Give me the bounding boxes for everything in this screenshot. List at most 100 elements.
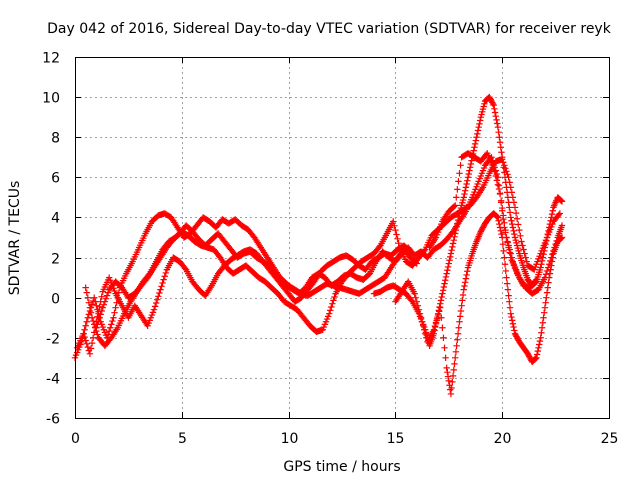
data-point [413,298,420,305]
data-point [506,304,514,311]
series-track-7 [73,242,414,358]
data-point [558,222,566,229]
data-point [550,247,557,255]
data-point [330,297,337,304]
data-point [443,270,450,277]
data-point [543,267,551,275]
data-point [540,251,547,258]
data-point [444,369,451,376]
data-point [394,235,401,243]
data-point [80,330,87,337]
series-track-5 [392,210,566,398]
data-point [500,164,507,171]
data-point [464,177,471,184]
data-point [516,226,523,234]
series-track-1 [71,154,540,362]
data-point [439,324,446,331]
data-point [391,222,398,230]
data-point [505,199,512,206]
data-point [510,323,517,331]
data-point [507,214,514,221]
data-point [437,297,445,304]
data-point [421,247,428,255]
data-point [105,327,113,335]
data-point [103,292,111,299]
data-point [407,248,414,255]
data-point [100,301,108,308]
data-point [503,274,510,281]
data-point [99,304,106,311]
data-point [537,334,544,341]
data-point [107,324,114,331]
data-point [159,279,166,287]
data-point [110,314,117,321]
data-point [491,109,499,116]
data-point [541,304,549,311]
data-point [535,344,542,352]
data-point [417,314,425,321]
data-point [532,355,539,362]
data-point [328,303,335,311]
data-point [443,364,450,372]
data-point [154,296,161,303]
data-point [441,344,448,352]
data-point [497,227,504,235]
data-point [544,230,551,238]
data-point [501,169,508,176]
data-point [557,196,564,204]
data-point [556,210,564,217]
data-point [422,330,429,337]
data-marks [71,93,566,398]
data-point [506,246,513,253]
data-point [473,134,480,141]
data-point [557,235,564,243]
series-track-2 [82,156,564,349]
x-tick-label: 15 [387,431,405,447]
data-point [543,289,551,296]
data-point [412,294,419,301]
data-point [93,302,100,309]
data-point [519,242,526,249]
data-point [521,250,528,257]
data-point [490,101,497,109]
data-point [460,286,467,293]
data-point [82,337,89,344]
data-point [504,238,511,245]
data-point [160,276,167,283]
data-point [150,306,158,313]
data-point [452,354,459,362]
data-point [395,239,402,247]
x-tick-label: 5 [178,431,187,447]
data-point [504,194,512,201]
data-point [538,324,546,331]
data-point [329,300,336,307]
data-point [505,292,512,299]
data-point [522,254,529,261]
data-point [86,350,94,358]
data-point [534,347,541,355]
data-point [158,283,165,290]
data-point [454,216,462,224]
data-point [474,130,481,138]
data-point [540,314,547,321]
data-point [433,315,441,322]
data-point [508,313,515,321]
data-point [447,253,454,261]
data-point [161,273,168,280]
data-point [418,318,426,325]
data-point [542,271,550,278]
data-point [538,329,545,336]
data-point [461,279,469,286]
x-axis-title: GPS time / hours [283,459,400,475]
data-point [104,331,112,338]
data-point [459,291,467,299]
data-point [506,298,513,305]
data-point [494,213,501,220]
data-point [393,231,400,238]
data-point [444,373,452,380]
data-point [457,307,465,315]
data-point [531,279,539,287]
x-tick-label: 10 [281,431,299,447]
data-point [81,333,88,341]
data-point [520,246,527,253]
